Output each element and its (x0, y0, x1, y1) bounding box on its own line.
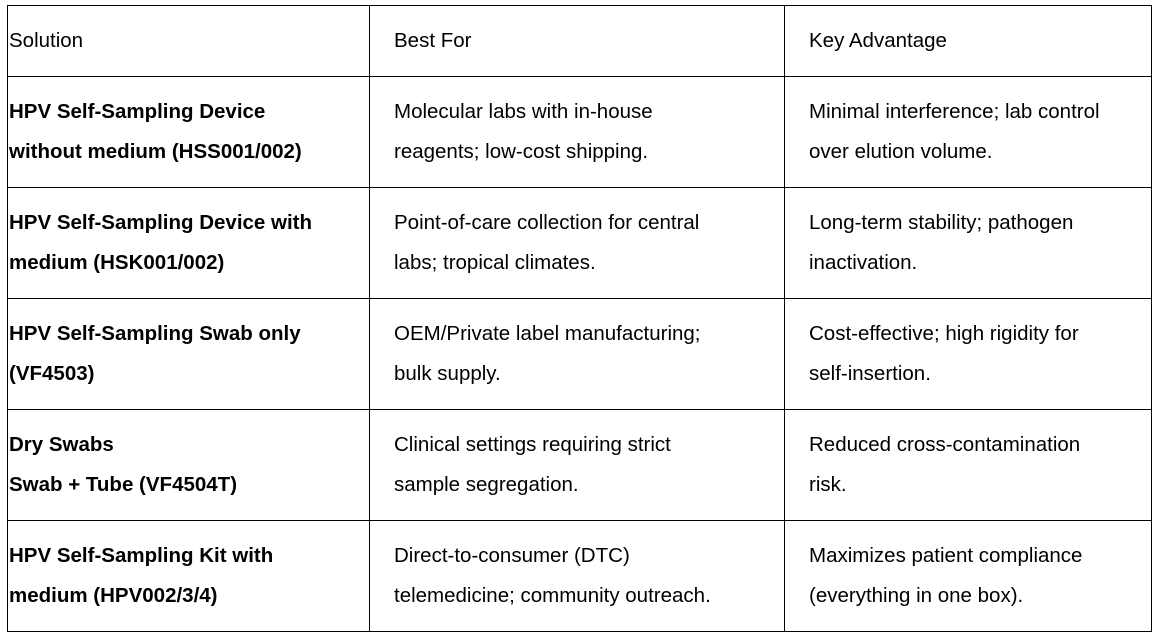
cell-line: Minimal interference; lab control (809, 100, 1100, 123)
cell-line: (VF4503) (9, 362, 95, 385)
cell-line: reagents; low-cost shipping. (394, 140, 649, 163)
document: Solution Best For Key Advantage HPV Self-Sa… (7, 5, 1152, 632)
table-cell: Cost-effective; high rigidity for self-in… (784, 298, 1152, 410)
cell-line: Point-of-care collection for central (394, 211, 700, 234)
cell-line: Swab + Tube (VF4504T) (9, 473, 238, 496)
cell-line: over elution volume. (809, 140, 993, 163)
cell-line: OEM/Private label manufacturing; (394, 322, 701, 345)
cell-line: inactivation. (809, 251, 918, 274)
table-cell: Reduced cross-contamination risk. (784, 409, 1152, 521)
header-cell: Best For (369, 5, 785, 77)
table: Solution Best For Key Advantage HPV Self-Sa… (7, 5, 1152, 632)
cell-line: risk. (809, 473, 847, 496)
cell-line: HPV Self-Sampling Swab only (9, 322, 301, 345)
table-row: HPV Self-Sampling Kit with medium (HPV002… (7, 520, 1152, 632)
cell-line: Dry Swabs (9, 433, 114, 456)
cell-line: self-insertion. (809, 362, 931, 385)
table-row: HPV Self-Sampling Device without medium (… (7, 76, 1152, 188)
header-row: Solution Best For Key Advantage (7, 5, 1152, 77)
cell-line: labs; tropical climates. (394, 251, 596, 274)
table-cell: HPV Self-Sampling Swab only (VF4503) (7, 298, 370, 410)
cell-line: without medium (HSS001/002) (9, 140, 302, 163)
cell-line: HPV Self-Sampling Device with (9, 211, 313, 234)
cell-line: Maximizes patient compliance (809, 544, 1083, 567)
table-row: Dry Swabs Swab + Tube (VF4504T) Clinical s… (7, 409, 1152, 521)
table-cell: Clinical settings requiring strict sample… (369, 409, 785, 521)
cell-line: Long-term stability; pathogen (809, 211, 1074, 234)
table-row: HPV Self-Sampling Device with medium (HSK… (7, 187, 1152, 299)
cell-line: bulk supply. (394, 362, 501, 385)
table-cell: Direct-to-consumer (DTC) telemedicine; co… (369, 520, 785, 632)
table-row: HPV Self-Sampling Swab only (VF4503) OEM/P… (7, 298, 1152, 410)
cell-line: Cost-effective; high rigidity for (809, 322, 1079, 345)
cell-line: Direct-to-consumer (DTC) (394, 544, 630, 567)
cell-line: HPV Self-Sampling Kit with (9, 544, 274, 567)
header-cell: Solution (7, 5, 370, 77)
cell-line: Clinical settings requiring strict (394, 433, 671, 456)
cell-line: medium (HPV002/3/4) (9, 584, 218, 607)
cell-line: medium (HSK001/002) (9, 251, 225, 274)
table-cell: HPV Self-Sampling Device without medium (… (7, 76, 370, 188)
cell-line: (everything in one box). (809, 584, 1024, 607)
cell-line: Reduced cross-contamination (809, 433, 1081, 456)
cell-line: Molecular labs with in-house (394, 100, 653, 123)
table-cell: OEM/Private label manufacturing; bulk sup… (369, 298, 785, 410)
cell-line: sample segregation. (394, 473, 579, 496)
cell-line: telemedicine; community outreach. (394, 584, 711, 607)
cell-line: HPV Self-Sampling Device (9, 100, 266, 123)
table-cell: Maximizes patient compliance (everything … (784, 520, 1152, 632)
header-cell: Key Advantage (784, 5, 1152, 77)
table-cell: Long-term stability; pathogen inactivatio… (784, 187, 1152, 299)
table-cell: Dry Swabs Swab + Tube (VF4504T) (7, 409, 370, 521)
table-cell: HPV Self-Sampling Kit with medium (HPV002… (7, 520, 370, 632)
table-cell: Molecular labs with in-house reagents; lo… (369, 76, 785, 188)
table-cell: HPV Self-Sampling Device with medium (HSK… (7, 187, 370, 299)
table-cell: Point-of-care collection for central labs… (369, 187, 785, 299)
table-cell: Minimal interference; lab control over el… (784, 76, 1152, 188)
